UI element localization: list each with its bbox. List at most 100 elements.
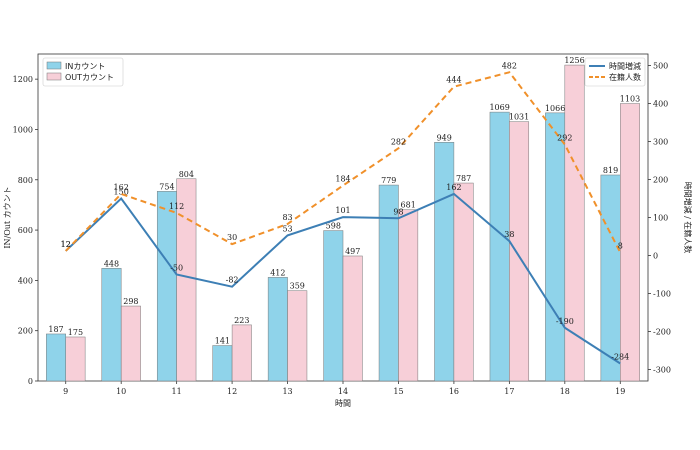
- x-tick-label: 14: [338, 387, 348, 396]
- out-count-bar: [65, 336, 86, 382]
- x-tick-label: 11: [172, 387, 182, 396]
- hourly-change-label: 150: [114, 187, 129, 196]
- out-count-label: 681: [401, 201, 416, 210]
- x-tick-label: 18: [560, 387, 570, 396]
- in-count-label: 187: [48, 325, 63, 334]
- x-tick-label: 15: [393, 387, 403, 396]
- occupancy-label: 8: [618, 241, 623, 250]
- y-right-tick-label: -200: [653, 328, 671, 337]
- x-tick-label: 13: [282, 387, 292, 396]
- in-count-label: 754: [159, 182, 174, 191]
- in-count-label: 819: [603, 166, 618, 175]
- hourly-change-label: 162: [446, 183, 461, 192]
- y-left-tick-label: 600: [18, 226, 33, 235]
- out-count-label: 1256: [564, 56, 584, 65]
- out-count-bar: [342, 255, 363, 382]
- hourly-change-label: 53: [282, 224, 292, 233]
- y-left-tick-label: 400: [18, 276, 33, 285]
- x-tick-label: 17: [504, 387, 514, 396]
- in-count-bar: [323, 230, 344, 382]
- out-count-bar: [509, 121, 530, 382]
- occupancy-label: 12: [61, 240, 71, 249]
- y-right-tick-label: 100: [653, 214, 668, 223]
- occupancy-label: 83: [282, 213, 292, 222]
- y-right-tick-label: -100: [653, 290, 671, 299]
- occupancy-label: 482: [502, 61, 517, 70]
- x-tick-label: 12: [227, 387, 237, 396]
- hourly-change-label: -50: [170, 264, 183, 273]
- x-tick-label: 19: [615, 387, 625, 396]
- hourly-change-line: [65, 192, 621, 365]
- hourly-change-label: -190: [556, 317, 574, 326]
- in-count-label: 141: [215, 337, 230, 346]
- hourly-change-label: 12: [61, 240, 71, 249]
- in-count-label: 448: [104, 259, 119, 268]
- x-tick-label: 10: [116, 387, 126, 396]
- in-count-bar: [545, 112, 566, 382]
- legend-in-label: INカウント: [65, 62, 105, 71]
- y-left-tick-label: 200: [18, 327, 33, 336]
- legend-out-swatch: [46, 72, 62, 81]
- y-right-tick-label: 400: [653, 99, 668, 108]
- out-count-label: 497: [345, 247, 360, 256]
- occupancy-label: 292: [557, 133, 572, 142]
- y-left-tick-label: 1200: [13, 75, 33, 84]
- occupancy-label: 162: [114, 183, 129, 192]
- x-tick-label: 9: [63, 387, 68, 396]
- in-count-label: 1066: [545, 104, 565, 113]
- out-count-bar: [398, 209, 419, 382]
- legend-frame: [42, 57, 124, 87]
- in-count-bar: [101, 268, 122, 382]
- in-count-bar: [600, 174, 621, 382]
- out-count-label: 223: [234, 316, 249, 325]
- out-count-label: 787: [456, 174, 471, 183]
- out-count-bar: [620, 103, 640, 382]
- hourly-change-label: 101: [335, 206, 350, 215]
- occupancy-label: 444: [446, 76, 461, 85]
- out-count-bar: [176, 178, 197, 382]
- out-count-bar: [564, 64, 585, 382]
- plot-area: 0 200 400 600 800 1000 1200 -300 -200 -100 0 100 200…: [13, 53, 671, 396]
- y-right-tick-label: -300: [653, 366, 671, 375]
- out-count-bar: [453, 182, 474, 382]
- y-right-tick-label: 300: [653, 137, 668, 146]
- occupancy-label: 112: [169, 202, 184, 211]
- out-count-label: 298: [123, 297, 138, 306]
- hourly-change-label: -82: [226, 276, 239, 285]
- y-left-tick-label: 1000: [13, 125, 33, 134]
- in-count-bar: [489, 111, 510, 382]
- legend-in-swatch: [46, 61, 62, 70]
- in-count-bar: [46, 333, 66, 382]
- legend-out-label: OUTカウント: [65, 73, 114, 82]
- in-count-label: 1069: [489, 103, 509, 112]
- y-left-tick-label: 800: [18, 176, 33, 185]
- occupancy-label: 282: [391, 137, 406, 146]
- hourly-change-label: 98: [393, 207, 403, 216]
- hourly-change-label: 38: [504, 230, 514, 239]
- in-count-bar: [156, 191, 177, 382]
- out-count-bar: [120, 305, 141, 382]
- occupancy-label: 30: [227, 233, 237, 242]
- out-count-label: 359: [290, 282, 305, 291]
- in-count-label: 598: [326, 222, 341, 231]
- in-count-label: 779: [381, 176, 396, 185]
- in-count-bar: [434, 142, 455, 382]
- occupancy-line: [65, 71, 622, 253]
- out-count-label: 175: [68, 328, 83, 337]
- in-count-label: 412: [270, 268, 285, 277]
- y-axis-left-label: IN/Out カウント: [3, 186, 12, 248]
- y-right-tick-label: 500: [653, 61, 668, 70]
- out-count-label: 1103: [620, 95, 640, 104]
- in-count-label: 949: [437, 133, 452, 142]
- y-right-tick-label: 200: [653, 175, 668, 184]
- in-count-bar: [212, 345, 233, 382]
- occupancy-label: 184: [335, 175, 350, 184]
- y-axis-right-label: 時間増減 / 在籍人数: [683, 182, 693, 254]
- out-count-bar: [287, 290, 308, 382]
- x-axis-label: 時間: [335, 399, 351, 408]
- legend-change-label: 時間増減: [609, 61, 641, 71]
- legend-bars: INカウント OUTカウント: [42, 57, 124, 87]
- x-tick-label: 16: [449, 387, 459, 396]
